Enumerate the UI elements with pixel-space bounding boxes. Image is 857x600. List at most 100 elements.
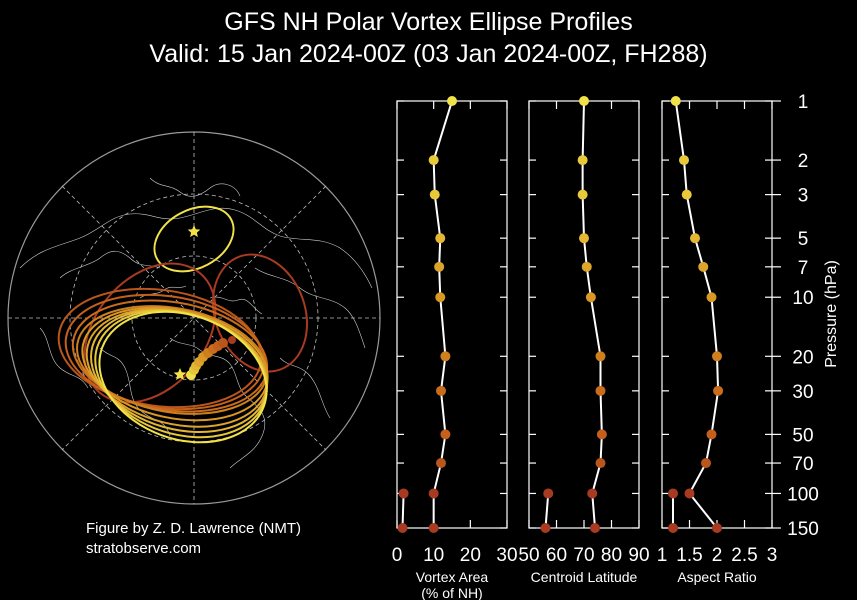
y-tick-label: 150 xyxy=(787,519,819,540)
y-tick-label: 10 xyxy=(792,288,813,309)
data-point xyxy=(540,523,551,533)
x-tick-label: 20 xyxy=(460,545,481,566)
y-tick-label: 3 xyxy=(798,186,809,207)
data-point xyxy=(698,261,709,272)
data-point xyxy=(579,96,589,106)
x-axis-label: Vortex Area xyxy=(416,569,489,585)
data-point xyxy=(596,429,607,440)
data-point xyxy=(447,96,457,106)
x-tick-label: 50 xyxy=(518,545,539,566)
data-point xyxy=(428,523,439,533)
data-point xyxy=(595,351,606,362)
data-point xyxy=(435,292,446,303)
series-line-2 xyxy=(544,493,550,529)
x-axis-label: Centroid Latitude xyxy=(531,569,638,585)
y-tick-label: 20 xyxy=(792,347,813,368)
series-line-1 xyxy=(581,100,603,529)
data-point xyxy=(428,155,439,166)
data-point xyxy=(595,385,606,396)
data-point xyxy=(668,523,678,533)
data-point xyxy=(670,96,681,106)
profile-panel-1: 0 10 20 30 Vortex Area(% of NH) xyxy=(392,96,518,600)
x-tick-label: 90 xyxy=(628,545,649,566)
data-point xyxy=(398,488,409,499)
x-tick-label: 10 xyxy=(423,545,444,566)
data-point xyxy=(429,189,440,200)
data-point xyxy=(434,261,445,272)
data-point xyxy=(577,189,588,200)
x-axis-label-line2: (% of NH) xyxy=(421,585,482,600)
data-point xyxy=(668,488,678,499)
data-point xyxy=(435,233,446,244)
y-tick-label: 7 xyxy=(798,258,809,279)
x-axis-label: Aspect Ratio xyxy=(677,569,757,585)
data-point xyxy=(595,458,606,469)
x-tick-label: 3 xyxy=(767,545,778,566)
polar-map xyxy=(7,131,381,505)
data-point xyxy=(690,233,700,244)
x-tick-label: 70 xyxy=(573,545,594,566)
data-point xyxy=(713,385,724,396)
coastlines xyxy=(19,177,373,469)
y-tick-label: 5 xyxy=(798,229,809,250)
data-point xyxy=(436,458,446,469)
y-tick-label: 50 xyxy=(792,425,813,446)
data-point xyxy=(684,488,695,499)
credit-author: Figure by Z. D. Lawrence (NMT) xyxy=(86,520,302,537)
data-point xyxy=(701,458,711,469)
y-tick-label: 2 xyxy=(798,151,809,172)
credit-website: stratobserve.com xyxy=(86,540,202,557)
panel-frame xyxy=(396,100,508,529)
data-point xyxy=(579,233,589,244)
y-axis-label: Pressure (hPa) xyxy=(823,260,840,368)
y-tick-label: 100 xyxy=(787,484,819,505)
vortex-ellipses xyxy=(57,205,309,444)
x-tick-label: 1.5 xyxy=(676,545,702,566)
data-point xyxy=(397,523,408,533)
data-point xyxy=(681,189,692,200)
ellipse-150hpa xyxy=(211,253,309,373)
star-icon xyxy=(173,368,187,380)
x-tick-label: 30 xyxy=(496,545,517,566)
x-tick-label: 2 xyxy=(712,545,723,566)
ellipse-2hpa xyxy=(98,310,268,444)
y-tick-label: 1 xyxy=(798,92,809,113)
series-line-2 xyxy=(401,493,405,529)
x-tick-label: 80 xyxy=(601,545,622,566)
star-markers xyxy=(173,225,201,380)
data-point xyxy=(440,351,451,362)
panel-frame xyxy=(528,100,640,529)
y-axis: 1 2 3 5 7 10 20 30 50 70 100 150 Pressure (hPa) xyxy=(772,92,840,540)
data-point xyxy=(585,292,596,303)
centroid-markers xyxy=(186,336,236,380)
data-point xyxy=(587,488,598,499)
ellipse-1hpa xyxy=(153,205,235,273)
y-tick-label: 70 xyxy=(792,454,813,475)
x-tick-label: 1 xyxy=(657,545,668,566)
panel-frame xyxy=(661,100,773,529)
data-point xyxy=(543,488,554,499)
data-point xyxy=(712,351,722,362)
data-point xyxy=(590,523,600,533)
chart-subtitle: Valid: 15 Jan 2024-00Z (03 Jan 2024-00Z,… xyxy=(149,40,708,68)
profile-panel-2: 50 60 70 80 90 Centroid Latitude xyxy=(518,96,650,585)
x-tick-label: 0 xyxy=(392,545,403,566)
data-point xyxy=(428,488,439,499)
data-point xyxy=(581,261,592,272)
x-tick-label: 60 xyxy=(546,545,567,566)
data-point xyxy=(706,429,717,440)
data-point xyxy=(706,292,717,303)
data-point xyxy=(679,155,689,166)
data-point xyxy=(440,429,451,440)
x-tick-label: 2.5 xyxy=(731,545,757,566)
data-point xyxy=(712,523,722,533)
chart-title: GFS NH Polar Vortex Ellipse Profiles xyxy=(224,8,633,36)
y-tick-label: 30 xyxy=(792,382,813,403)
data-point xyxy=(577,155,588,166)
profile-panel-3: 1 1.5 2 2.5 3 Aspect Ratio xyxy=(657,96,778,585)
data-point xyxy=(436,385,446,396)
series-line-1 xyxy=(674,100,720,529)
series-line-1 xyxy=(432,100,453,528)
star-icon xyxy=(187,225,201,237)
